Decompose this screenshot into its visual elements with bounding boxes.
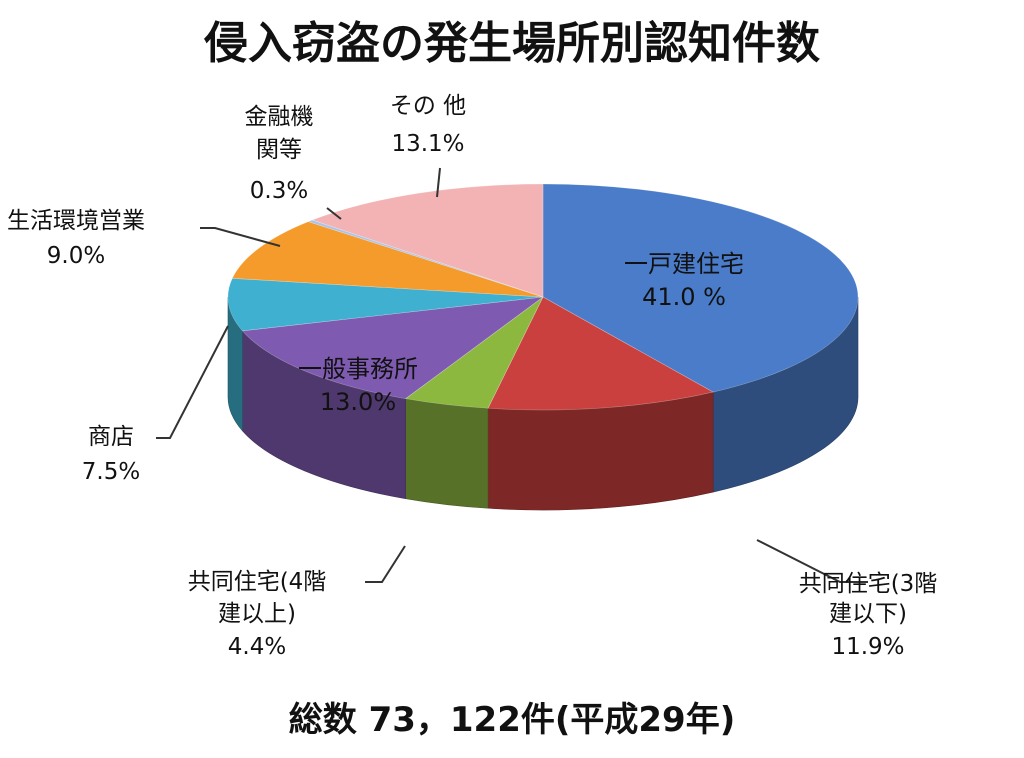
slice-label-6-line-0: 金融機 xyxy=(245,104,314,130)
leader-lines xyxy=(156,167,868,583)
slice-label-1-line-1: 建以下) xyxy=(829,601,907,627)
slice-top-6 xyxy=(307,219,544,298)
slice-label-6-line-1: 関等 xyxy=(256,137,302,163)
slice-percent-3: 13.0% xyxy=(320,388,396,416)
chart-title: 侵入窃盗の発生場所別認知件数 xyxy=(203,18,820,69)
slice-percent-4: 7.5% xyxy=(82,459,140,485)
slice-top-2 xyxy=(404,296,544,409)
slice-top-4 xyxy=(227,277,544,332)
leader-line-6 xyxy=(326,207,342,220)
slice-top-1 xyxy=(487,296,714,411)
chart-footer: 総数 73，122件(平成29年) xyxy=(289,700,736,740)
slice-label-2-line-0: 共同住宅(4階 xyxy=(188,569,327,595)
slice-percent-7: 13.1% xyxy=(391,131,464,157)
leader-line-2 xyxy=(365,545,406,583)
slice-side-2 xyxy=(405,398,489,509)
slice-label-3-line-0: 一般事務所 xyxy=(298,355,418,383)
pie-tops xyxy=(227,183,859,411)
leader-line-7 xyxy=(436,167,441,198)
slice-label-7-line-0: その 他 xyxy=(390,93,466,119)
leader-line-4 xyxy=(156,325,229,439)
slice-top-5 xyxy=(231,221,544,298)
pie-sides xyxy=(227,296,859,511)
slice-label-0-line-0: 一戸建住宅 xyxy=(624,250,744,278)
slice-label-4-line-0: 商店 xyxy=(88,424,134,450)
slice-label-2-line-1: 建以上) xyxy=(218,601,296,627)
slice-percent-1: 11.9% xyxy=(831,634,904,660)
slice-label-5-line-0: 生活環境営業 xyxy=(7,208,145,234)
slice-top-3 xyxy=(241,296,545,399)
slice-percent-6: 0.3% xyxy=(250,178,308,204)
slice-label-1-line-0: 共同住宅(3階 xyxy=(799,571,938,597)
slice-percent-5: 9.0% xyxy=(47,243,105,269)
slice-percent-2: 4.4% xyxy=(228,634,286,660)
leader-line-1 xyxy=(756,539,868,583)
slice-top-7 xyxy=(311,183,544,298)
leader-line-5 xyxy=(200,227,281,247)
slice-percent-0: 41.0 % xyxy=(642,283,726,311)
slice-top-0 xyxy=(542,183,859,393)
